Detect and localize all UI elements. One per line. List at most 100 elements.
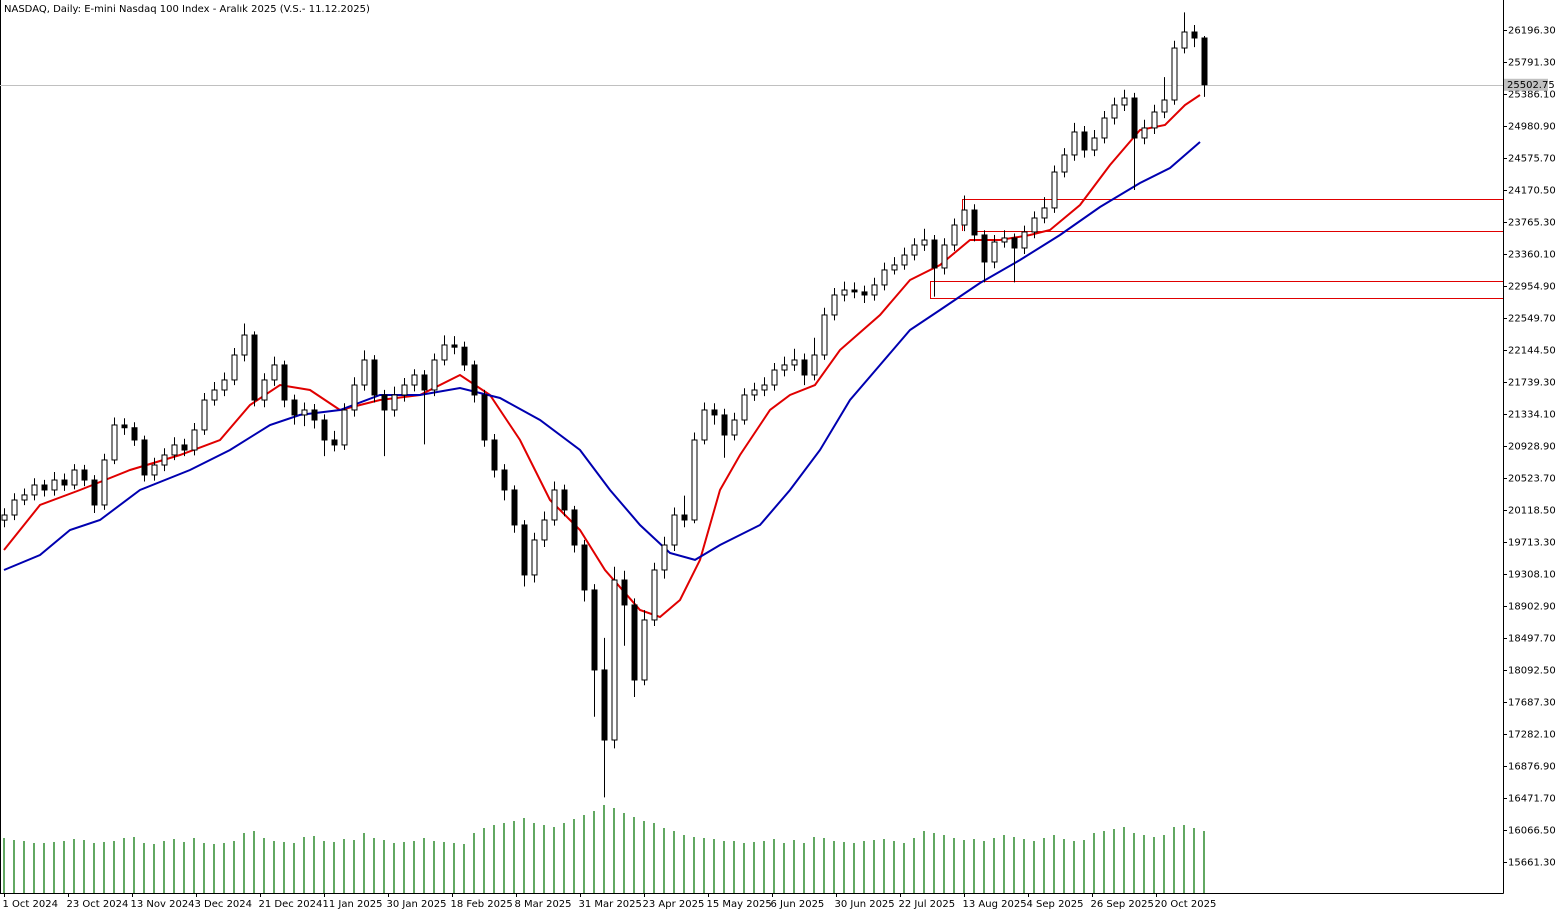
x-tick-label: 30 Jan 2025 (387, 899, 447, 910)
y-tick-label: 22549.70 (1508, 314, 1556, 325)
y-tick-label: 18902.90 (1508, 602, 1556, 613)
candle-body (281, 364, 288, 401)
candle-body (741, 394, 748, 421)
x-tick-label: 30 Jun 2025 (835, 899, 895, 910)
candle-body (1, 514, 8, 521)
candle-body (1031, 217, 1038, 233)
x-tick-label: 23 Apr 2025 (643, 899, 705, 910)
candle-body (241, 334, 248, 356)
candle-body (471, 364, 478, 396)
x-tick-label: 20 Oct 2025 (1155, 899, 1217, 910)
candle-body (301, 409, 308, 416)
candle-body (1051, 171, 1058, 209)
x-tick-label: 18 Feb 2025 (451, 899, 513, 910)
candle-body (521, 524, 528, 576)
x-tick-label: 4 Sep 2025 (1027, 899, 1084, 910)
x-tick-label: 13 Aug 2025 (963, 899, 1027, 910)
candle-body (991, 241, 998, 263)
candle-body (861, 291, 868, 296)
candle-body (211, 389, 218, 401)
candle-body (311, 409, 318, 421)
candle-body (531, 539, 538, 576)
y-tick-label: 23765.30 (1508, 218, 1556, 229)
candle-body (371, 359, 378, 396)
candle-body (1061, 154, 1068, 173)
candle-body (661, 544, 668, 571)
candle-body (921, 239, 928, 246)
candle-body (1191, 31, 1198, 39)
candle-body (571, 509, 578, 546)
candle-body (691, 439, 698, 521)
candle-body (791, 359, 798, 366)
candle-body (1151, 111, 1158, 129)
y-tick-label: 18497.70 (1508, 634, 1556, 645)
x-tick-label: 3 Dec 2024 (195, 899, 253, 910)
y-tick-label: 15661.30 (1508, 858, 1556, 869)
candle-body (621, 579, 628, 606)
y-tick-label: 16066.50 (1508, 826, 1556, 837)
candle-body (91, 479, 98, 506)
candle-body (21, 494, 28, 501)
y-tick-label: 20523.70 (1508, 474, 1556, 485)
candle-body (611, 579, 618, 741)
y-tick-label: 19308.10 (1508, 570, 1556, 581)
candle-body (601, 669, 608, 741)
candle-body (151, 464, 158, 476)
candle-body (111, 424, 118, 461)
y-tick-label: 20928.90 (1508, 442, 1556, 453)
candle-body (911, 244, 918, 256)
candle-body (11, 499, 18, 516)
moving-average (3, 94, 1201, 619)
candle-body (231, 354, 238, 381)
candle-body (171, 444, 178, 456)
x-tick-label: 15 May 2025 (707, 899, 772, 910)
price-label: 25502.75 (1507, 80, 1555, 91)
candle-body (1201, 37, 1208, 86)
candle-body (551, 489, 558, 521)
candle-body (121, 424, 128, 429)
candle-body (941, 244, 948, 269)
x-tick-label: 13 Nov 2024 (131, 899, 195, 910)
candle-body (1171, 47, 1178, 101)
candle-body (931, 239, 938, 269)
candle-body (81, 469, 88, 481)
x-tick-label: 6 Jun 2025 (771, 899, 825, 910)
y-tick-label: 24980.90 (1508, 122, 1556, 133)
candle-body (731, 419, 738, 436)
candle-body (451, 344, 458, 348)
candle-body (361, 359, 368, 386)
candle-body (1121, 97, 1128, 106)
candle-body (191, 429, 198, 451)
candle-body (431, 359, 438, 391)
x-tick-label: 26 Sep 2025 (1091, 899, 1154, 910)
y-tick-label: 20118.50 (1508, 506, 1556, 517)
candle-body (271, 364, 278, 381)
candle-body (421, 374, 428, 391)
candle-body (351, 384, 358, 411)
candle-body (391, 394, 398, 411)
candle-body (591, 589, 598, 671)
candle-body (1041, 207, 1048, 219)
candle-body (951, 224, 958, 246)
candle-body (1181, 31, 1188, 49)
candle-body (711, 409, 718, 416)
candle-body (721, 414, 728, 436)
candle-body (181, 444, 188, 451)
chart-title: NASDAQ, Daily: E-mini Nasdaq 100 Index -… (4, 4, 370, 15)
candle-body (291, 399, 298, 416)
candle-body (751, 389, 758, 396)
x-tick-label: 23 Oct 2024 (67, 899, 129, 910)
candle-body (1111, 104, 1118, 119)
candle-body (491, 439, 498, 471)
candle-body (141, 439, 148, 476)
candle-body (31, 484, 38, 496)
candle-body (1071, 131, 1078, 156)
candle-body (501, 469, 508, 491)
candle-body (201, 399, 208, 431)
candle-body (1091, 137, 1098, 151)
x-tick-label: 1 Oct 2024 (3, 899, 58, 910)
candle-body (851, 289, 858, 293)
